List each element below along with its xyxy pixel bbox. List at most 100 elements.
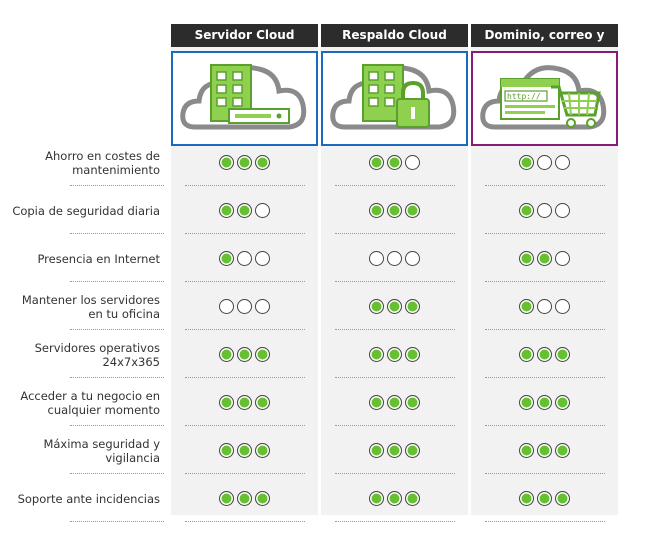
rating-dot-filled [518,155,534,170]
rating-dots [321,395,468,415]
rating-dot-filled [518,251,534,266]
rating-dot-filled [368,443,384,458]
row-separator [70,425,164,426]
rating-dot-filled [518,443,534,458]
rating-dot-filled [218,155,234,170]
row-separator [485,473,605,474]
rating-dots [471,155,618,175]
rating-dots [171,395,318,415]
row-label: Servidores operativos 24x7x365 [34,341,160,369]
rating-dot-filled [536,491,552,506]
rating-dots [171,251,318,271]
rating-dot-filled [404,443,420,458]
rating-dots [471,347,618,367]
rating-dot-filled [254,491,270,506]
rating-dot-empty [236,299,252,314]
rating-dot-filled [386,155,402,170]
rating-dot-filled [554,443,570,458]
rating-dot-filled [536,443,552,458]
row-label: Presencia en Internet [37,252,160,266]
row-separator [70,281,164,282]
rating-dots [171,443,318,463]
row-separator [335,425,455,426]
row-separator [485,281,605,282]
rating-dots [321,491,468,511]
web-cart-cloud-icon[interactable]: http:// [471,51,618,146]
row-separator [70,233,164,234]
rating-dots [471,491,618,511]
rating-dot-filled [236,347,252,362]
rating-dot-filled [218,443,234,458]
rating-dots [171,299,318,319]
rating-dot-filled [386,443,402,458]
row-separator [485,329,605,330]
rating-dot-filled [536,347,552,362]
row-separator [185,473,305,474]
row-label: Copia de seguridad diaria [12,204,160,218]
row-separator [185,425,305,426]
rating-dots [471,251,618,271]
rating-dots [321,203,468,223]
rating-dot-filled [386,491,402,506]
row-label: Ahorro en costes de mantenimiento [45,149,160,177]
rating-dot-empty [554,299,570,314]
row-separator [485,233,605,234]
rating-dots [321,251,468,271]
rating-dot-empty [254,203,270,218]
rating-dot-filled [368,299,384,314]
rating-dot-filled [404,347,420,362]
column-header-respaldo-cloud: Respaldo Cloud [321,24,468,47]
rating-dot-filled [236,203,252,218]
row-separator [70,473,164,474]
http-label: http:// [507,92,541,101]
rating-dot-filled [368,395,384,410]
rating-dot-filled [218,203,234,218]
rating-dots [321,155,468,175]
rating-dot-empty [368,251,384,266]
rating-dots [321,299,468,319]
rating-dot-filled [254,395,270,410]
row-separator [185,377,305,378]
row-label: Máxima seguridad y vigilancia [43,437,160,465]
rating-dot-filled [368,491,384,506]
rating-dots [171,203,318,223]
row-separator [185,233,305,234]
row-separator [335,281,455,282]
rating-dots [471,203,618,223]
rating-dot-filled [218,395,234,410]
server-cloud-icon[interactable] [171,51,318,146]
rating-dot-filled [236,443,252,458]
rating-dot-empty [404,155,420,170]
rating-dot-filled [218,347,234,362]
rating-dot-filled [386,395,402,410]
row-separator [485,185,605,186]
rating-dot-filled [536,395,552,410]
rating-dot-filled [404,395,420,410]
rating-dots [471,299,618,319]
rating-dot-filled [368,155,384,170]
rating-dot-empty [536,203,552,218]
rating-dot-filled [554,347,570,362]
rating-dot-empty [386,251,402,266]
backup-cloud-icon[interactable] [321,51,468,146]
rating-dots [171,347,318,367]
rating-dot-filled [536,251,552,266]
rating-dot-filled [368,203,384,218]
rating-dot-filled [518,491,534,506]
row-separator [335,329,455,330]
rating-dot-filled [518,347,534,362]
row-label: Acceder a tu negocio en cualquier moment… [20,389,160,417]
row-separator [335,377,455,378]
rating-dot-filled [236,155,252,170]
rating-dot-filled [386,203,402,218]
rating-dot-filled [404,203,420,218]
rating-dot-filled [368,347,384,362]
row-separator [335,185,455,186]
rating-dot-filled [518,299,534,314]
rating-dot-empty [404,251,420,266]
rating-dot-empty [554,203,570,218]
rating-dots [471,443,618,463]
row-separator [185,185,305,186]
row-separator [335,473,455,474]
rating-dot-empty [554,155,570,170]
